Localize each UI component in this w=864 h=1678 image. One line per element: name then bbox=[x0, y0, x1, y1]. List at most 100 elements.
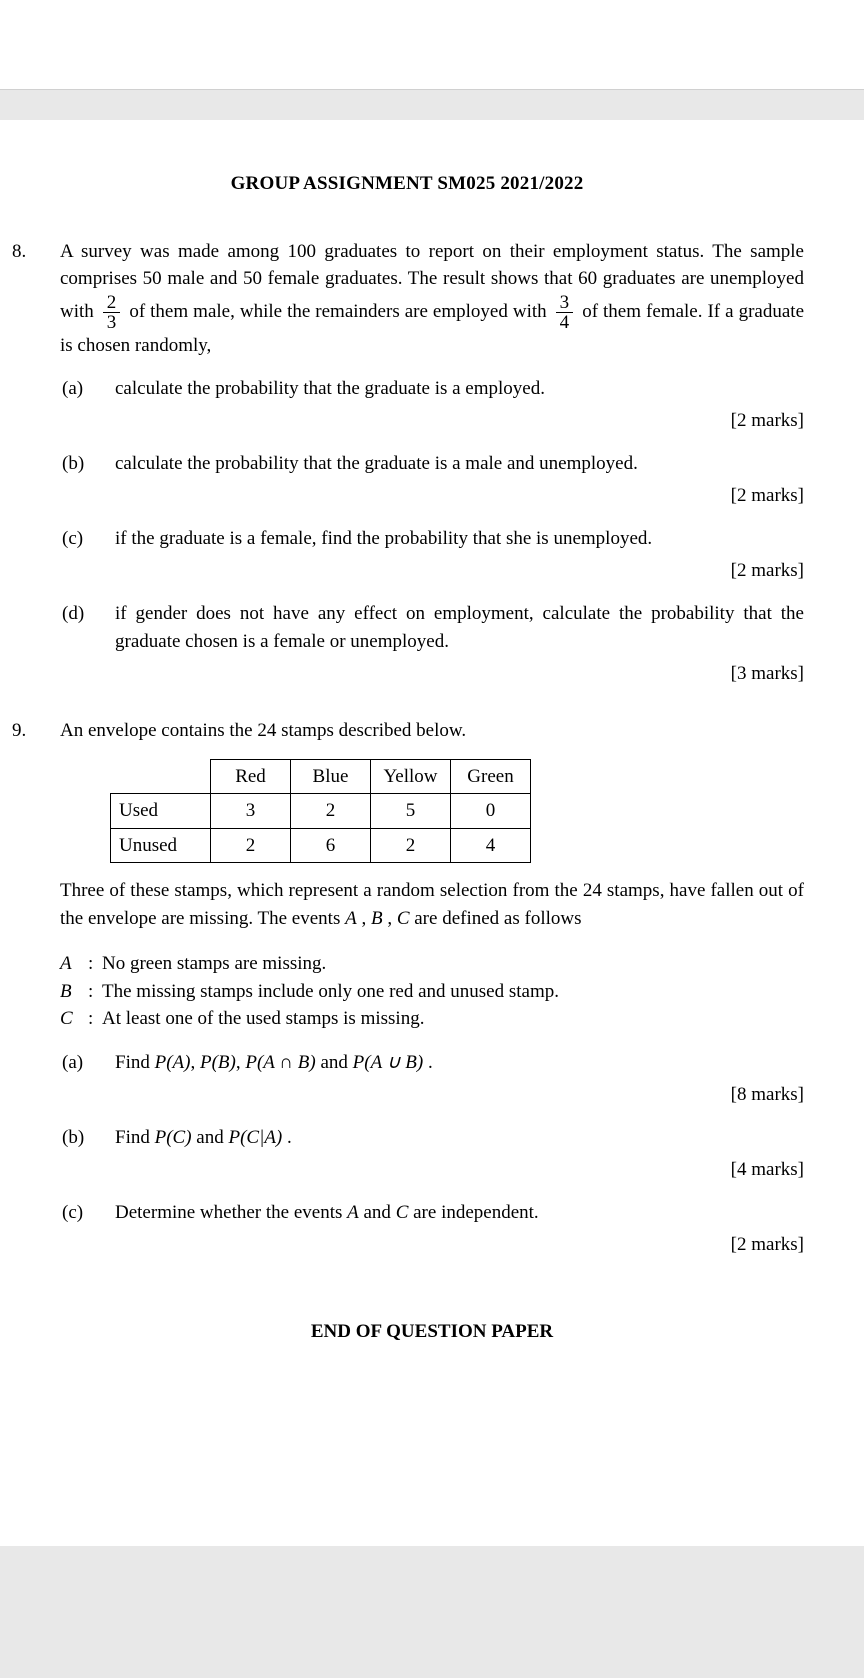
text: and bbox=[192, 1127, 229, 1148]
event-colon: : bbox=[88, 978, 102, 1006]
marks: [2 marks] bbox=[60, 407, 804, 435]
subpart-label: (c) bbox=[60, 525, 115, 553]
marks: [3 marks] bbox=[60, 660, 804, 688]
text: Find bbox=[115, 1127, 155, 1148]
subpart-text: calculate the probability that the gradu… bbox=[115, 450, 804, 478]
table-cell: 4 bbox=[451, 828, 531, 863]
table-cell: 2 bbox=[371, 828, 451, 863]
fraction-numerator: 2 bbox=[103, 293, 121, 312]
math-expr: P(A ∪ B) bbox=[353, 1052, 424, 1073]
event-row: B : The missing stamps include only one … bbox=[60, 978, 804, 1006]
table-header-cell: Red bbox=[211, 759, 291, 794]
marks: [8 marks] bbox=[60, 1081, 804, 1109]
q9-after-table: Three of these stamps, which represent a… bbox=[60, 877, 804, 932]
event-colon: : bbox=[88, 1005, 102, 1033]
math-expr: C bbox=[396, 1202, 409, 1223]
subpart-a: (a) Find P(A), P(B), P(A ∩ B) and P(A ∪ … bbox=[60, 1049, 804, 1077]
question-body: An envelope contains the 24 stamps descr… bbox=[60, 717, 804, 1346]
text: are independent. bbox=[408, 1202, 538, 1223]
event-row: C : At least one of the used stamps is m… bbox=[60, 1005, 804, 1033]
table-cell: 2 bbox=[291, 794, 371, 829]
event-row: A : No green stamps are missing. bbox=[60, 950, 804, 978]
event-symbol: C bbox=[397, 908, 410, 929]
event-label: C bbox=[60, 1005, 88, 1033]
subpart-label: (a) bbox=[60, 1049, 115, 1077]
text: , bbox=[190, 1052, 200, 1073]
event-symbol: B bbox=[371, 908, 383, 929]
q9-intro: An envelope contains the 24 stamps descr… bbox=[60, 717, 804, 745]
document-page: GROUP ASSIGNMENT SM025 2021/2022 8. A su… bbox=[0, 120, 864, 1546]
table-corner-cell bbox=[111, 759, 211, 794]
math-expr: P(A) bbox=[155, 1052, 191, 1073]
math-expr: A bbox=[347, 1202, 359, 1223]
q8-intro-2: of them male, while the remainders are e… bbox=[129, 301, 551, 322]
page-gap bbox=[0, 90, 864, 120]
event-text: The missing stamps include only one red … bbox=[102, 978, 804, 1006]
subpart-text: if gender does not have any effect on em… bbox=[115, 600, 804, 655]
marks: [2 marks] bbox=[60, 482, 804, 510]
table-row-head: Used bbox=[111, 794, 211, 829]
text: , bbox=[236, 1052, 246, 1073]
question-number: 9. bbox=[10, 717, 60, 745]
subpart-text: Determine whether the events A and C are… bbox=[115, 1199, 804, 1227]
marks: [2 marks] bbox=[60, 1231, 804, 1259]
math-expr: P(C|A) bbox=[228, 1127, 282, 1148]
fraction: 2 3 bbox=[103, 293, 121, 332]
question-8: 8. A survey was made among 100 graduates… bbox=[10, 238, 804, 688]
table-header-cell: Green bbox=[451, 759, 531, 794]
table-row: Used 3 2 5 0 bbox=[111, 794, 531, 829]
question-9: 9. An envelope contains the 24 stamps de… bbox=[10, 717, 804, 1346]
text: Determine whether the events bbox=[115, 1202, 347, 1223]
text: , bbox=[357, 908, 371, 929]
subpart-text: Find P(C) and P(C|A) . bbox=[115, 1124, 804, 1152]
subpart-label: (b) bbox=[60, 1124, 115, 1152]
event-label: B bbox=[60, 978, 88, 1006]
fraction-denominator: 3 bbox=[103, 312, 121, 332]
subpart-label: (a) bbox=[60, 375, 115, 403]
subpart-text: if the graduate is a female, find the pr… bbox=[115, 525, 804, 553]
table-header-cell: Blue bbox=[291, 759, 371, 794]
event-symbol: A bbox=[345, 908, 357, 929]
math-expr: P(C) bbox=[155, 1127, 192, 1148]
subpart-c: (c) if the graduate is a female, find th… bbox=[60, 525, 804, 553]
question-body: A survey was made among 100 graduates to… bbox=[60, 238, 804, 688]
table-header-cell: Yellow bbox=[371, 759, 451, 794]
fraction: 3 4 bbox=[556, 293, 574, 332]
table-cell: 5 bbox=[371, 794, 451, 829]
event-text: No green stamps are missing. bbox=[102, 950, 804, 978]
event-label: A bbox=[60, 950, 88, 978]
table-cell: 6 bbox=[291, 828, 371, 863]
stamps-table: Red Blue Yellow Green Used 3 2 5 0 Unuse… bbox=[110, 759, 531, 864]
question-number: 8. bbox=[10, 238, 60, 266]
text: Find bbox=[115, 1052, 155, 1073]
text: , bbox=[383, 908, 397, 929]
page-title: GROUP ASSIGNMENT SM025 2021/2022 bbox=[10, 170, 804, 198]
subpart-text: calculate the probability that the gradu… bbox=[115, 375, 804, 403]
text: and bbox=[359, 1202, 396, 1223]
table-cell: 0 bbox=[451, 794, 531, 829]
event-colon: : bbox=[88, 950, 102, 978]
subpart-d: (d) if gender does not have any effect o… bbox=[60, 600, 804, 655]
subpart-label: (b) bbox=[60, 450, 115, 478]
end-of-paper: END OF QUESTION PAPER bbox=[60, 1318, 804, 1346]
subpart-text: Find P(A), P(B), P(A ∩ B) and P(A ∪ B) . bbox=[115, 1049, 804, 1077]
table-row: Unused 2 6 2 4 bbox=[111, 828, 531, 863]
subpart-label: (d) bbox=[60, 600, 115, 628]
text: and bbox=[316, 1052, 353, 1073]
browser-topbar bbox=[0, 0, 864, 90]
events-definitions: A : No green stamps are missing. B : The… bbox=[60, 950, 804, 1033]
math-expr: P(B) bbox=[200, 1052, 236, 1073]
text: are defined as follows bbox=[410, 908, 582, 929]
math-expr: P(A ∩ B) bbox=[245, 1052, 315, 1073]
event-text: At least one of the used stamps is missi… bbox=[102, 1005, 804, 1033]
text: . bbox=[423, 1052, 433, 1073]
table-cell: 3 bbox=[211, 794, 291, 829]
subpart-b: (b) calculate the probability that the g… bbox=[60, 450, 804, 478]
text: . bbox=[282, 1127, 292, 1148]
subpart-label: (c) bbox=[60, 1199, 115, 1227]
table-row-head: Unused bbox=[111, 828, 211, 863]
table-cell: 2 bbox=[211, 828, 291, 863]
marks: [4 marks] bbox=[60, 1156, 804, 1184]
subpart-c: (c) Determine whether the events A and C… bbox=[60, 1199, 804, 1227]
table-header-row: Red Blue Yellow Green bbox=[111, 759, 531, 794]
